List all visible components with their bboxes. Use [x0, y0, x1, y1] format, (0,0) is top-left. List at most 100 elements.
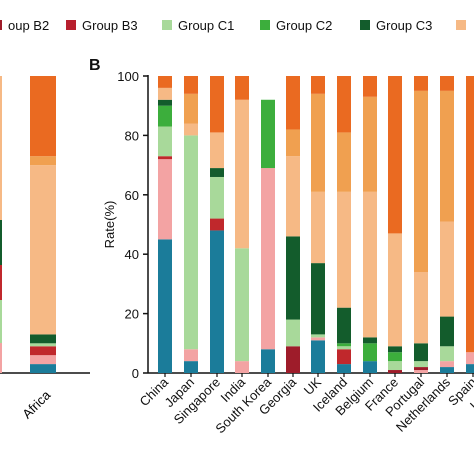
bar-segment [388, 233, 402, 347]
bar-segment [466, 364, 474, 373]
bar-segment [440, 346, 454, 362]
y-tick-label: 100 [117, 69, 139, 84]
bar-segment [184, 76, 198, 94]
bar-segment [158, 76, 172, 88]
bar-segment [388, 352, 402, 362]
panel-a-cropped-bar-segment [0, 343, 2, 373]
bar-segment [337, 191, 351, 308]
bar-segment [30, 76, 56, 157]
bar-segment [210, 176, 224, 219]
bar-segment [337, 346, 351, 350]
bar-segment [440, 90, 454, 222]
bar-segment [158, 159, 172, 240]
bar-segment [414, 343, 428, 362]
panel-b: 020406080100Rate(%)ChinaJapanSingaporeIn… [102, 69, 474, 436]
legend-swatch [360, 20, 370, 30]
bar-segment [261, 99, 275, 169]
bar-segment [337, 349, 351, 365]
bar-segment [286, 319, 300, 347]
bar-segment [337, 76, 351, 133]
bar-segment [286, 156, 300, 237]
bar-segment [388, 361, 402, 371]
legend-swatch [162, 20, 172, 30]
bar-segment [388, 346, 402, 353]
bar-segment [158, 87, 172, 100]
y-tick-label: 40 [125, 247, 139, 262]
bar-segment [30, 364, 56, 373]
bar-segment [30, 334, 56, 344]
bar-segment [466, 76, 474, 353]
bar-segment [158, 126, 172, 157]
legend-label: Group C3 [376, 18, 432, 33]
bar-segment [286, 346, 300, 373]
legend-label: Group C2 [276, 18, 332, 33]
panel-a-cropped-bar-segment [0, 265, 2, 300]
bar-segment [30, 355, 56, 365]
legend-swatch [0, 20, 2, 30]
bar-segment [311, 334, 325, 338]
legend-swatch [260, 20, 270, 30]
bar-segment [210, 76, 224, 133]
panel-label-b: B [89, 57, 101, 74]
bar-segment [210, 218, 224, 231]
y-axis-label: Rate(%) [102, 201, 117, 249]
bar-segment [184, 135, 198, 350]
bar-segment [158, 105, 172, 127]
panel-a-cropped-bar-segment [0, 300, 2, 343]
legend: oup B2 Group B3 Group C1 Group C2 Group C3 [0, 18, 466, 33]
bar-segment [414, 370, 428, 373]
bar-segment [414, 272, 428, 344]
bar-segment [466, 352, 474, 365]
bar-segment [261, 168, 275, 350]
bar-segment [210, 132, 224, 169]
bar-segment [337, 132, 351, 192]
bar-segment [414, 76, 428, 91]
legend-label: Group B3 [82, 18, 138, 33]
bar-segment [30, 156, 56, 166]
y-tick-label: 0 [132, 366, 139, 381]
bar-segment [440, 316, 454, 347]
bar-segment [440, 367, 454, 373]
bar-segment [311, 337, 325, 341]
panel-a: Africa [0, 76, 90, 422]
bar-segment [440, 361, 454, 368]
bar-segment [363, 337, 377, 344]
bar-segment [158, 239, 172, 373]
legend-swatch [66, 20, 76, 30]
bar-segment [184, 361, 198, 373]
legend-label: oup B2 [8, 18, 49, 33]
bar-segment [30, 346, 56, 356]
bar-segment [235, 99, 249, 249]
bar-segment [210, 230, 224, 373]
bar-segment [184, 349, 198, 362]
bar-segment [363, 76, 377, 97]
bar-segment [337, 307, 351, 344]
bar-segment [363, 361, 377, 373]
bar-segment [363, 343, 377, 362]
bar-segment [337, 364, 351, 373]
bar-segment [286, 236, 300, 320]
bar-segment [184, 123, 198, 136]
bar-segment [337, 343, 351, 347]
bar-segment [30, 343, 56, 347]
panel-a-cropped-bar-segment [0, 76, 2, 220]
bar-segment [286, 129, 300, 157]
legend-label: Group C1 [178, 18, 234, 33]
bar-segment [235, 361, 249, 373]
bar-segment [311, 76, 325, 94]
bar-segment [363, 96, 377, 192]
bar-segment [235, 76, 249, 100]
bar-segment [440, 221, 454, 317]
bar-segment [311, 191, 325, 264]
x-tick-label: Africa [19, 387, 54, 422]
bar-segment [158, 156, 172, 160]
bar-segment [311, 93, 325, 192]
bar-segment [363, 191, 377, 338]
panel-a-cropped-bar-segment [0, 220, 2, 265]
bar-segment [261, 349, 275, 373]
bar-segment [210, 168, 224, 177]
bar-segment [414, 361, 428, 368]
bar-segment [235, 248, 249, 362]
y-tick-label: 80 [125, 128, 139, 143]
